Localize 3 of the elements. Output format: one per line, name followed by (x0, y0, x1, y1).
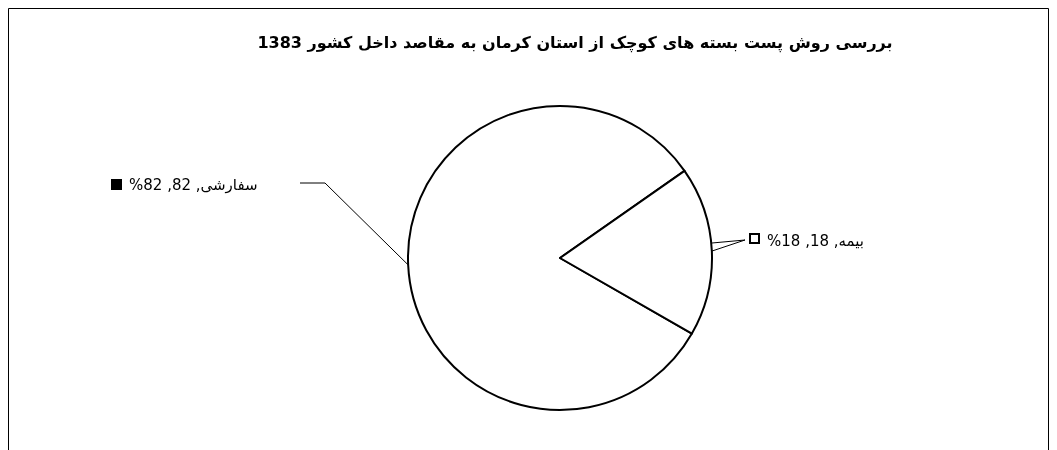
legend-label: بیمه, 18, 18% (767, 232, 864, 250)
legend-label: سفارشی, 82, 82% (129, 176, 258, 194)
chart-title: بررسی روش پست بسته های کوچک از استان کرمان به مقاصد داخل کشور 1383 (257, 33, 893, 53)
